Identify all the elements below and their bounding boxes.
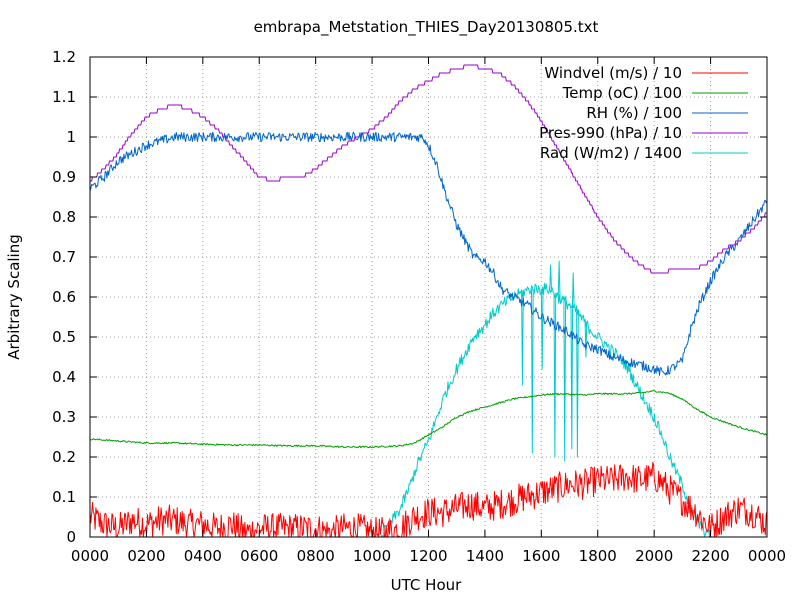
grid	[90, 57, 767, 537]
ticks	[89, 56, 768, 538]
tick-labels: 0000 0200 0400 0600 0800 1000 1200 1400 1600 1800…	[52, 48, 786, 565]
x-tick-label: 0400	[184, 547, 222, 565]
y-tick-label: 0.2	[52, 448, 76, 466]
legend-label-rad: Rad (W/m2) / 1400	[540, 144, 682, 162]
y-tick-label: 1.2	[52, 48, 76, 66]
series-rad-line	[90, 260, 767, 538]
x-tick-label: 0600	[240, 547, 278, 565]
series-pres-line	[90, 64, 767, 274]
y-tick-label: 0.9	[52, 168, 76, 186]
y-tick-label: 0.5	[52, 328, 76, 346]
x-tick-label: 0000	[71, 547, 109, 565]
x-tick-label: 2200	[691, 547, 729, 565]
y-tick-label: 0.4	[52, 368, 76, 386]
y-tick-label: 0.8	[52, 208, 76, 226]
y-tick-label: 0	[66, 528, 76, 546]
x-tick-label: 0200	[127, 547, 165, 565]
legend-label-temp: Temp (oC) / 100	[562, 84, 682, 102]
series-temp-line	[89, 390, 768, 449]
y-tick-label: 0.3	[52, 408, 76, 426]
x-tick-label: 0000	[748, 547, 786, 565]
x-axis-label: UTC Hour	[391, 576, 462, 594]
y-tick-label: 0.6	[52, 288, 76, 306]
legend: Windvel (m/s) / 10 Temp (oC) / 100 RH (%…	[539, 64, 748, 162]
series-layer	[89, 64, 768, 538]
y-tick-label: 1.1	[52, 88, 76, 106]
x-tick-label: 2000	[635, 547, 673, 565]
x-tick-label: 1800	[579, 547, 617, 565]
x-tick-label: 1000	[353, 547, 391, 565]
x-tick-label: 1400	[466, 547, 504, 565]
legend-label-pres: Pres-990 (hPa) / 10	[539, 124, 682, 142]
x-tick-label: 0800	[297, 547, 335, 565]
chart-title: embrapa_Metstation_THIES_Day20130805.txt	[254, 18, 599, 37]
y-axis-label: Arbitrary Scaling	[5, 234, 23, 360]
y-tick-label: 0.1	[52, 488, 76, 506]
legend-label-rh: RH (%) / 100	[586, 104, 682, 122]
x-tick-label: 1200	[409, 547, 447, 565]
legend-label-windvel: Windvel (m/s) / 10	[544, 64, 682, 82]
y-tick-label: 1	[66, 128, 76, 146]
y-tick-label: 0.7	[52, 248, 76, 266]
series-rh-line	[89, 131, 768, 376]
x-tick-label: 1600	[522, 547, 560, 565]
